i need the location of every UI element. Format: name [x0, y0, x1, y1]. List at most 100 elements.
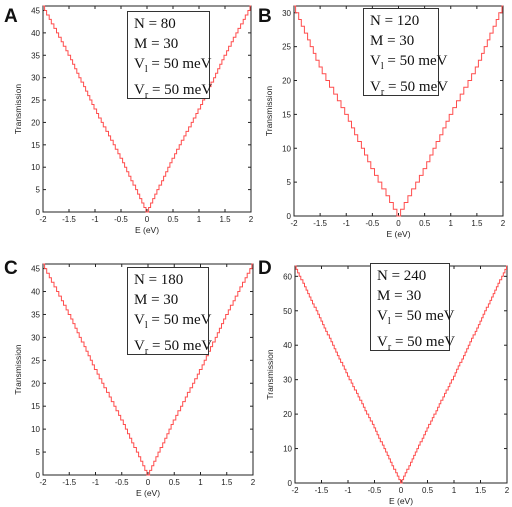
legend-n: N = 240	[377, 268, 427, 284]
x-tick-label: 0.5	[419, 219, 431, 228]
x-tick-label: 0	[396, 219, 401, 228]
y-tick-label: 30	[282, 9, 291, 18]
x-tick-label: -0.5	[114, 215, 128, 224]
x-tick-label: -2	[291, 486, 299, 495]
y-tick-label: 25	[31, 96, 40, 105]
y-tick-label: 5	[287, 178, 292, 187]
y-tick-label: 40	[283, 341, 292, 350]
y-tick-label: 35	[31, 310, 40, 319]
y-tick-label: 20	[31, 379, 40, 388]
x-tick-label: -1	[91, 215, 99, 224]
x-tick-label: 2	[251, 478, 256, 487]
x-axis-label: E (eV)	[389, 496, 413, 506]
x-tick-label: -0.5	[365, 219, 379, 228]
y-tick-label: 5	[36, 186, 41, 195]
x-tick-label: 1.5	[219, 215, 231, 224]
y-tick-label: 20	[282, 77, 291, 86]
legend-m: M = 30	[377, 288, 422, 304]
y-axis-label: Transmission	[13, 344, 23, 394]
x-tick-label: 0	[146, 478, 151, 487]
x-tick-label: 2	[505, 486, 510, 495]
x-tick-label: 2	[501, 219, 506, 228]
y-tick-label: 35	[31, 51, 40, 60]
x-tick-label: 0	[399, 486, 404, 495]
y-axis-label: Transmission	[264, 86, 274, 136]
legend-subscript: l	[144, 320, 148, 331]
y-tick-label: 30	[31, 333, 40, 342]
x-tick-label: -0.5	[368, 486, 382, 495]
y-tick-label: 45	[31, 265, 40, 274]
legend-subscript: r	[144, 90, 149, 101]
x-tick-label: 0.5	[169, 478, 181, 487]
y-tick-label: 25	[31, 356, 40, 365]
x-tick-label: -2	[39, 478, 47, 487]
legend-vr: Vr = 50 meV	[370, 79, 449, 98]
legend-vr: Vr = 50 meV	[134, 338, 213, 357]
legend-vl: Vl = 50 meV	[134, 56, 212, 75]
x-axis-label: E (eV)	[135, 225, 159, 235]
legend-vr: Vr = 50 meV	[134, 82, 213, 101]
legend-m: M = 30	[134, 36, 179, 52]
legend-subscript: l	[387, 316, 391, 327]
x-tick-label: -1.5	[62, 215, 76, 224]
panel-letter-b: B	[258, 6, 272, 27]
y-tick-label: 0	[36, 208, 41, 217]
y-tick-label: 20	[31, 118, 40, 127]
y-tick-label: 10	[31, 163, 40, 172]
y-tick-label: 40	[31, 29, 40, 38]
legend-subscript: l	[380, 61, 384, 72]
transmission-curve	[43, 5, 251, 213]
panel-letter-d: D	[258, 258, 272, 279]
legend-subscript: r	[144, 346, 149, 357]
panel-letter-c: C	[4, 258, 18, 279]
y-tick-label: 10	[282, 144, 291, 153]
y-tick-label: 50	[283, 307, 292, 316]
y-tick-label: 15	[282, 110, 291, 119]
y-tick-label: 5	[36, 448, 41, 457]
transmission-curve	[295, 265, 507, 484]
x-tick-label: 0.5	[167, 215, 179, 224]
legend-vl: Vl = 50 meV	[370, 53, 448, 72]
x-tick-label: 0	[145, 215, 150, 224]
x-tick-label: 1	[452, 486, 457, 495]
x-tick-label: 1.5	[221, 478, 233, 487]
y-tick-label: 40	[31, 288, 40, 297]
x-tick-label: 2	[249, 215, 254, 224]
legend-vl: Vl = 50 meV	[377, 308, 455, 327]
y-tick-label: 0	[287, 212, 292, 221]
x-tick-label: 1.5	[471, 219, 483, 228]
x-tick-label: -1.5	[62, 478, 76, 487]
x-tick-label: -2	[290, 219, 298, 228]
legend-n: N = 180	[134, 272, 184, 288]
y-tick-label: 60	[283, 272, 292, 281]
legend-m: M = 30	[134, 292, 179, 308]
y-tick-label: 15	[31, 402, 40, 411]
x-tick-label: -1	[343, 219, 351, 228]
x-axis-label: E (eV)	[386, 229, 410, 239]
legend-vl: Vl = 50 meV	[134, 312, 212, 331]
x-tick-label: -1.5	[315, 486, 329, 495]
y-tick-label: 30	[31, 74, 40, 83]
y-tick-label: 15	[31, 141, 40, 150]
legend-m: M = 30	[370, 33, 415, 49]
x-tick-label: -0.5	[115, 478, 129, 487]
legend-subscript: l	[144, 64, 148, 75]
y-tick-label: 0	[288, 479, 293, 488]
legend-box-b: N = 120 M = 30 Vl = 50 meV Vr = 50 meV	[363, 8, 448, 98]
y-tick-label: 0	[36, 471, 41, 480]
legend-vr: Vr = 50 meV	[377, 334, 456, 353]
x-tick-label: 1	[198, 478, 203, 487]
legend-subscript: r	[387, 342, 392, 353]
transmission-curve	[294, 5, 503, 217]
y-axis-label: Transmission	[13, 84, 23, 134]
x-tick-label: -1	[92, 478, 100, 487]
y-tick-label: 25	[282, 43, 291, 52]
y-tick-label: 30	[283, 376, 292, 385]
legend-subscript: r	[380, 87, 385, 98]
legend-n: N = 120	[370, 13, 420, 29]
transmission-curve	[43, 263, 253, 476]
legend-n: N = 80	[134, 16, 176, 32]
x-axis-label: E (eV)	[136, 488, 160, 498]
x-tick-label: -1.5	[313, 219, 327, 228]
